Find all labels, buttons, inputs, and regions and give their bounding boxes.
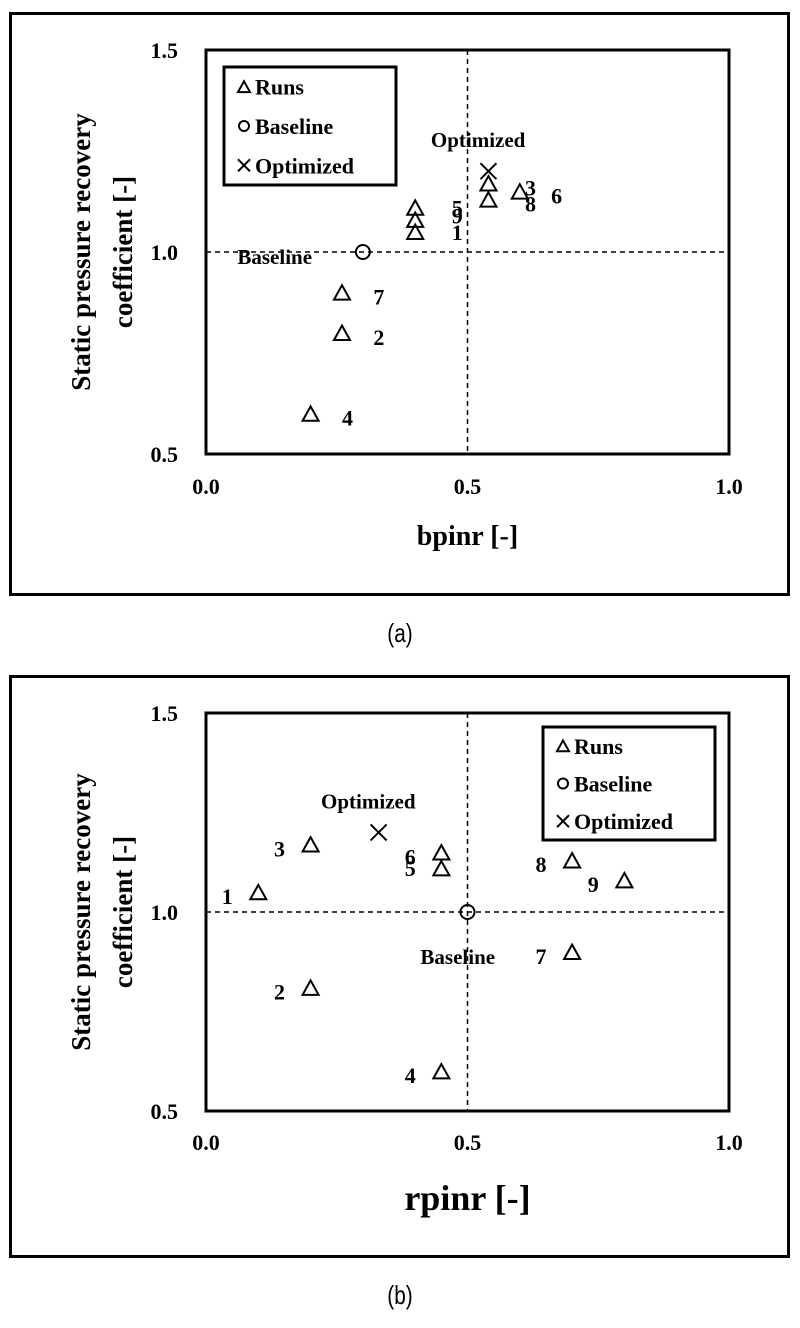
circle-marker-icon	[354, 244, 371, 260]
figure-caption-a: (a)	[387, 618, 413, 648]
triangle-marker-icon	[431, 858, 452, 877]
x-marker-icon	[479, 162, 498, 180]
triangle-marker-icon	[510, 182, 530, 200]
run-number-label: 3	[274, 836, 285, 861]
circle-marker-icon	[459, 904, 476, 920]
legend-circle-icon	[238, 120, 250, 132]
legend-label-optimized: Optimized	[255, 153, 354, 178]
run-number-label: 1	[222, 884, 233, 909]
triangle-marker-icon	[332, 323, 352, 341]
run-number-label: 9	[452, 204, 463, 229]
run-number-label: 8	[535, 852, 546, 877]
y-tick-label: 1.5	[151, 701, 179, 726]
triangle-marker-icon	[431, 1061, 452, 1080]
run-number-label: 6	[551, 183, 562, 208]
run-number-label: 1	[452, 220, 463, 245]
x-tick-label: 0.0	[192, 1130, 220, 1155]
run-number-label: 5	[452, 196, 463, 221]
x-axis-label: rpinr [-]	[404, 1178, 530, 1218]
run-number-label: 5	[405, 856, 416, 881]
triangle-marker-icon	[562, 851, 582, 869]
triangle-marker-icon	[431, 843, 452, 861]
legend-label-baseline: Baseline	[255, 114, 333, 139]
run-number-label: 2	[373, 325, 384, 350]
chart-legend: Runs Baseline Optimized	[222, 65, 398, 187]
triangle-marker-icon	[405, 222, 425, 240]
y-axis-label: coefficient [-]	[108, 176, 138, 328]
triangle-marker-icon	[405, 198, 425, 216]
y-tick-label: 0.5	[151, 1099, 179, 1124]
annotation-label: Baseline	[420, 945, 495, 969]
chart-legend: Runs Baseline Optimized	[541, 725, 717, 842]
legend-label-optimized: Optimized	[574, 809, 673, 834]
run-number-label: 2	[274, 980, 285, 1005]
x-axis-label: bpinr [-]	[417, 521, 518, 552]
legend-x-icon	[237, 158, 251, 173]
legend-label-baseline: Baseline	[574, 772, 652, 797]
legend-triangle-icon	[555, 738, 571, 753]
data-points	[248, 823, 635, 1080]
legend-triangle-icon	[236, 79, 252, 94]
triangle-marker-icon	[562, 942, 582, 960]
run-number-label: 7	[535, 944, 546, 969]
chart-panel-a	[9, 12, 790, 596]
y-tick-label: 1.0	[151, 900, 179, 925]
triangle-marker-icon	[300, 835, 321, 853]
triangle-marker-icon	[614, 870, 635, 889]
x-tick-label: 0.0	[192, 474, 220, 499]
triangle-marker-icon	[248, 882, 268, 901]
scatter-chart-a: 0.5 1.0 1.5 0.0 0.5 1.0 bpinr [-] Static pressu…	[66, 38, 743, 552]
triangle-marker-icon	[300, 404, 321, 422]
run-number-label: 4	[342, 406, 353, 431]
legend-label-runs: Runs	[255, 75, 304, 100]
legend-label-runs: Runs	[574, 734, 623, 759]
x-marker-icon	[369, 823, 388, 842]
legend-x-icon	[556, 814, 570, 828]
x-tick-label: 0.5	[454, 1130, 482, 1155]
run-number-label: 7	[373, 284, 384, 309]
triangle-marker-icon	[332, 283, 352, 301]
y-axis-label: Static pressure recovery	[66, 113, 96, 391]
triangle-marker-icon	[300, 978, 321, 996]
run-number-label: 8	[525, 192, 536, 217]
run-number-label: 4	[405, 1063, 416, 1088]
y-axis-label: Static pressure recovery	[66, 773, 96, 1051]
y-tick-label: 0.5	[151, 442, 179, 467]
annotation-label: Optimized	[321, 790, 416, 814]
y-axis-label: coefficient [-]	[108, 836, 138, 988]
triangle-marker-icon	[405, 210, 425, 228]
data-points	[300, 162, 530, 422]
x-tick-label: 1.0	[715, 1130, 743, 1155]
x-tick-label: 1.0	[715, 474, 743, 499]
run-number-label: 3	[525, 175, 536, 200]
legend-circle-icon	[557, 777, 569, 790]
y-tick-label: 1.0	[151, 240, 179, 265]
run-number-label: 9	[588, 872, 599, 897]
annotation-label: Optimized	[431, 128, 526, 152]
triangle-marker-icon	[478, 190, 499, 208]
run-number-label: 6	[405, 844, 416, 869]
x-tick-label: 0.5	[454, 474, 482, 499]
annotation-label: Baseline	[237, 245, 312, 269]
y-tick-label: 1.5	[151, 38, 179, 63]
figure-caption-b: (b)	[387, 1280, 413, 1310]
